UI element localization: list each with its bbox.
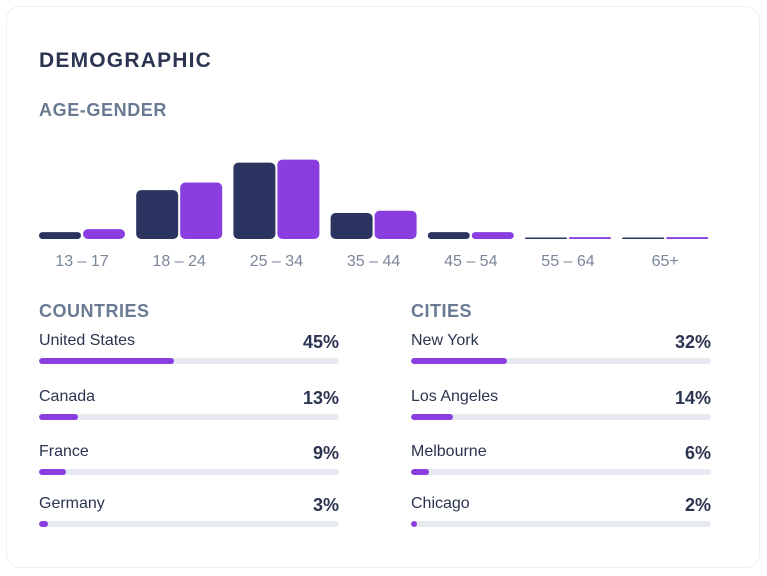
country-label: Canada xyxy=(39,388,96,405)
city-progress-fill xyxy=(411,521,417,527)
age-gender-bar-chart: 13 – 17 18 – 24 25 – 34 35 – 44 45 – 54 55 – … xyxy=(39,159,709,270)
country-label: United States xyxy=(39,332,136,349)
bar-series-a-3 xyxy=(233,162,276,239)
x-tick-label: 65+ xyxy=(652,253,679,270)
city-progress-track xyxy=(411,521,711,527)
city-row: Chicago 2% xyxy=(411,495,711,535)
country-progress-track xyxy=(39,469,339,475)
city-percent: 14% xyxy=(674,388,711,408)
bar-series-b-2 xyxy=(180,182,223,239)
city-label: Los Angeles xyxy=(411,388,499,405)
city-percent: 6% xyxy=(684,443,711,463)
city-label: Chicago xyxy=(411,495,470,512)
city-percent: 32% xyxy=(674,332,711,352)
page-title: DEMOGRAPHIC xyxy=(39,49,213,72)
city-progress-track xyxy=(411,358,711,364)
country-progress-track xyxy=(39,414,339,420)
bar-series-a-2 xyxy=(136,190,179,239)
cities-section: CITIES New York 32% Los Angeles 14% Melb… xyxy=(411,300,711,527)
city-row: Melbourne 6% xyxy=(411,443,711,483)
bar-series-a-5 xyxy=(427,232,470,239)
country-progress-fill xyxy=(39,414,78,420)
city-progress-fill xyxy=(411,414,453,420)
x-tick-label: 18 – 24 xyxy=(153,253,206,270)
country-label: France xyxy=(39,443,89,460)
city-label: Melbourne xyxy=(411,443,487,460)
country-progress-track xyxy=(39,521,339,527)
country-row: France 9% xyxy=(39,443,339,483)
country-row: Canada 13% xyxy=(39,388,339,428)
country-row: Germany 3% xyxy=(39,495,339,535)
x-tick-label: 55 – 64 xyxy=(541,253,594,270)
city-progress-track xyxy=(411,414,711,420)
chart-subtitle: AGE-GENDER xyxy=(39,100,168,120)
city-progress-track xyxy=(411,469,711,475)
x-tick-label: 35 – 44 xyxy=(347,253,400,270)
country-percent: 3% xyxy=(312,495,339,515)
city-label: New York xyxy=(411,332,479,349)
x-tick-label: 45 – 54 xyxy=(444,253,497,270)
bar-series-b-3 xyxy=(277,159,320,239)
bar-series-a-1 xyxy=(39,232,81,239)
bar-series-a-7 xyxy=(622,237,665,239)
x-tick-label: 25 – 34 xyxy=(250,253,303,270)
country-progress-fill xyxy=(39,521,48,527)
city-percent: 2% xyxy=(684,495,711,515)
bar-series-b-1 xyxy=(83,229,125,239)
x-tick-label: 13 – 17 xyxy=(55,253,108,270)
bar-series-b-6 xyxy=(569,237,611,239)
countries-heading: COUNTRIES xyxy=(39,301,150,321)
city-progress-fill xyxy=(411,358,507,364)
bar-series-b-7 xyxy=(666,237,709,239)
bar-series-a-4 xyxy=(330,213,373,239)
country-progress-fill xyxy=(39,469,66,475)
demographic-card xyxy=(6,6,760,568)
city-progress-fill xyxy=(411,469,429,475)
country-progress-fill xyxy=(39,358,174,364)
cities-heading: CITIES xyxy=(411,301,473,321)
countries-section: COUNTRIES United States 45% Canada 13% F… xyxy=(39,300,339,527)
city-row: New York 32% xyxy=(411,332,711,372)
country-percent: 13% xyxy=(302,388,339,408)
country-progress-track xyxy=(39,358,339,364)
bar-series-b-4 xyxy=(374,210,417,239)
bar-series-a-6 xyxy=(525,237,567,239)
bar-series-b-5 xyxy=(471,232,514,239)
country-percent: 45% xyxy=(302,332,339,352)
country-percent: 9% xyxy=(312,443,339,463)
city-row: Los Angeles 14% xyxy=(411,388,711,428)
country-row: United States 45% xyxy=(39,332,339,372)
country-label: Germany xyxy=(39,495,105,512)
